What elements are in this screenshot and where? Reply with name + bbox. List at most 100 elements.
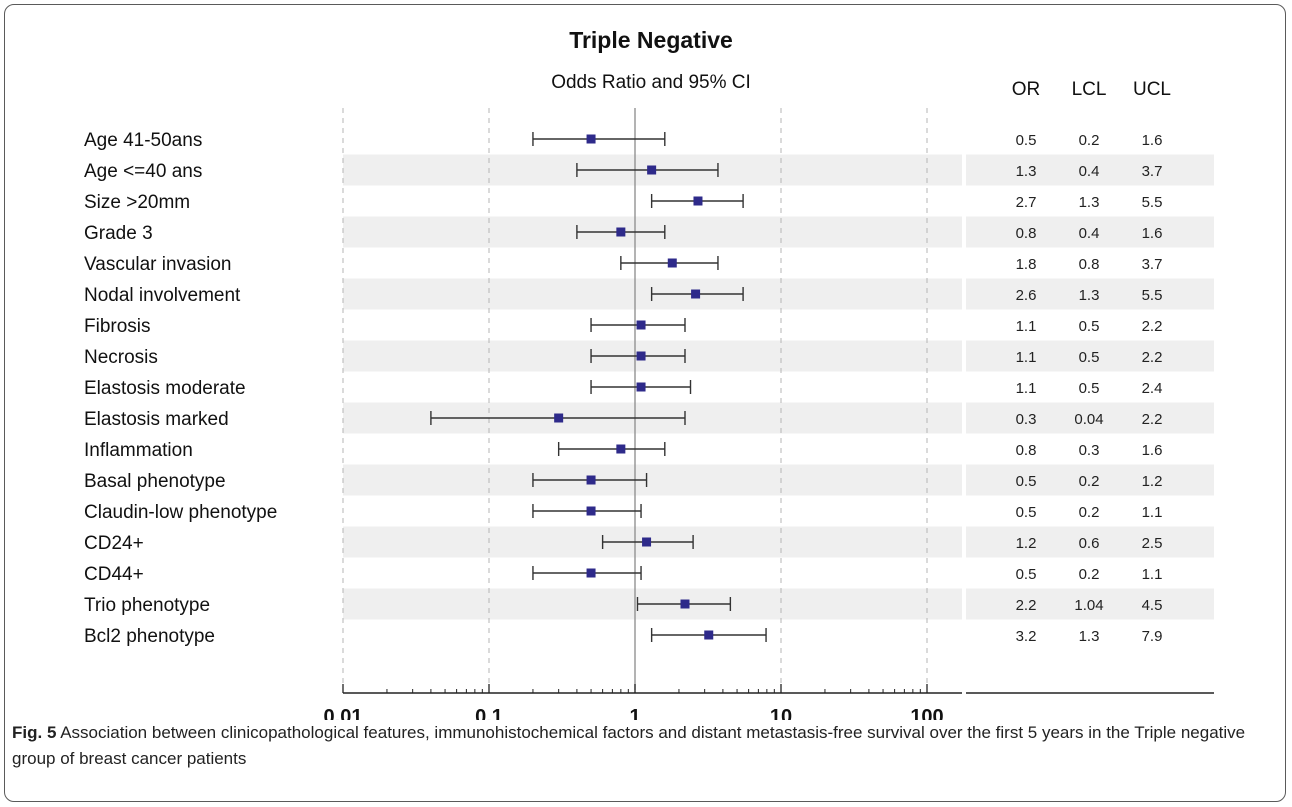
table-or-value: 1.2 <box>1016 535 1037 552</box>
or-point <box>667 258 677 268</box>
table-lcl-value: 0.6 <box>1079 535 1100 552</box>
table-lcl-value: 0.4 <box>1079 225 1100 242</box>
row-label: Inflammation <box>84 440 193 461</box>
table-ucl-value: 5.5 <box>1142 194 1163 211</box>
grid-lines <box>342 108 928 690</box>
table-lcl-value: 0.2 <box>1079 132 1100 149</box>
or-point <box>693 196 703 206</box>
table-ucl-value: 2.2 <box>1142 411 1163 428</box>
figure-caption: Fig. 5 Association between clinicopathol… <box>12 720 1274 772</box>
table-ucl-value: 3.7 <box>1142 163 1163 180</box>
row-label: Elastosis moderate <box>84 378 246 399</box>
x-tick-label: 0.1 <box>475 706 503 720</box>
table-ucl-value: 1.6 <box>1142 442 1163 459</box>
chart-subtitle: Odds Ratio and 95% CI <box>551 72 751 93</box>
x-tick-label: 100 <box>910 706 943 720</box>
table-ucl-value: 5.5 <box>1142 287 1163 304</box>
or-point <box>636 382 646 392</box>
table-lcl-value: 0.3 <box>1079 442 1100 459</box>
table-lcl-value: 0.5 <box>1079 349 1100 366</box>
table-or-value: 1.8 <box>1016 256 1037 273</box>
forest-plot: Triple Negative Odds Ratio and 95% CI OR… <box>84 27 1214 720</box>
table-or-value: 2.2 <box>1016 597 1037 614</box>
table-ucl-value: 2.4 <box>1142 380 1163 397</box>
table-or-value: 2.6 <box>1016 287 1037 304</box>
x-axis: 0.01 0.1 1 10 100 <box>324 684 1214 720</box>
table-or-value: 2.7 <box>1016 194 1037 211</box>
table-lcl-value: 0.2 <box>1079 473 1100 490</box>
table-lcl-value: 0.5 <box>1079 318 1100 335</box>
table-row-band <box>966 588 1214 620</box>
table-ucl-value: 1.2 <box>1142 473 1163 490</box>
or-point <box>586 475 596 485</box>
table-lcl-value: 0.5 <box>1079 380 1100 397</box>
row-label: Age 41-50ans <box>84 130 202 151</box>
table-or-value: 1.1 <box>1016 318 1037 335</box>
table-or-value: 0.5 <box>1016 566 1037 583</box>
row-label: Elastosis marked <box>84 409 229 430</box>
table-ucl-value: 2.2 <box>1142 349 1163 366</box>
table-or-value: 0.5 <box>1016 132 1037 149</box>
table-ucl-value: 2.2 <box>1142 318 1163 335</box>
table-row-band <box>966 216 1214 248</box>
table-lcl-value: 1.3 <box>1079 287 1100 304</box>
row-label: Fibrosis <box>84 316 151 337</box>
column-header-lcl: LCL <box>1072 79 1107 100</box>
table-or-value: 0.3 <box>1016 411 1037 428</box>
table-row-band <box>966 278 1214 310</box>
table-ucl-value: 1.1 <box>1142 566 1163 583</box>
row-label: Bcl2 phenotype <box>84 626 215 647</box>
table-row-band <box>966 464 1214 496</box>
row-label: CD24+ <box>84 533 144 554</box>
chart-title: Triple Negative <box>569 27 733 53</box>
or-point <box>586 134 596 144</box>
or-point <box>691 289 701 299</box>
or-point <box>616 227 626 237</box>
table-row-band <box>966 402 1214 434</box>
table-ucl-value: 1.6 <box>1142 132 1163 149</box>
or-point <box>642 537 652 547</box>
table-lcl-value: 0.2 <box>1079 504 1100 521</box>
table-or-value: 0.5 <box>1016 504 1037 521</box>
x-tick-label: 10 <box>770 706 792 720</box>
table-or-value: 1.3 <box>1016 163 1037 180</box>
row-band <box>343 464 962 496</box>
table-lcl-value: 1.3 <box>1079 194 1100 211</box>
table-lcl-value: 0.4 <box>1079 163 1100 180</box>
table-or-value: 1.1 <box>1016 380 1037 397</box>
table-ucl-value: 7.9 <box>1142 628 1163 645</box>
or-point <box>586 568 596 578</box>
row-label: Claudin-low phenotype <box>84 502 277 523</box>
table-or-value: 0.5 <box>1016 473 1037 490</box>
table-lcl-value: 1.04 <box>1074 597 1103 614</box>
row-label: Grade 3 <box>84 223 153 244</box>
row-label: Necrosis <box>84 347 158 368</box>
row-label: Trio phenotype <box>84 595 210 616</box>
or-point <box>554 413 564 423</box>
or-point <box>616 444 626 454</box>
table-or-value: 1.1 <box>1016 349 1037 366</box>
or-point <box>636 320 646 330</box>
row-labels: Age 41-50ans Age <=40 ans Size >20mm Grade … <box>84 130 277 647</box>
table-row-band <box>966 154 1214 186</box>
table-lcl-value: 1.3 <box>1079 628 1100 645</box>
row-label: Age <=40 ans <box>84 161 202 182</box>
row-label: Size >20mm <box>84 192 190 213</box>
table-or-value: 0.8 <box>1016 442 1037 459</box>
row-label: Nodal involvement <box>84 285 241 306</box>
caption-text: Association between clinicopathological … <box>12 723 1246 768</box>
table-ucl-value: 1.1 <box>1142 504 1163 521</box>
x-tick-label: 0.01 <box>324 706 363 720</box>
or-point <box>636 351 646 361</box>
value-table: 0.5 0.2 1.6 1.3 0.4 3.7 2.7 1.3 5.5 0.8 0.4 1.6 1.8 0… <box>1016 132 1163 645</box>
table-row-band <box>966 340 1214 372</box>
x-tick-label: 1 <box>629 706 640 720</box>
column-header-ucl: UCL <box>1133 79 1171 100</box>
table-or-value: 0.8 <box>1016 225 1037 242</box>
ci-marks <box>430 132 767 642</box>
table-row-band <box>966 526 1214 558</box>
table-or-value: 3.2 <box>1016 628 1037 645</box>
caption-figure-label: Fig. 5 <box>12 723 57 742</box>
table-ucl-value: 2.5 <box>1142 535 1163 552</box>
table-lcl-value: 0.2 <box>1079 566 1100 583</box>
